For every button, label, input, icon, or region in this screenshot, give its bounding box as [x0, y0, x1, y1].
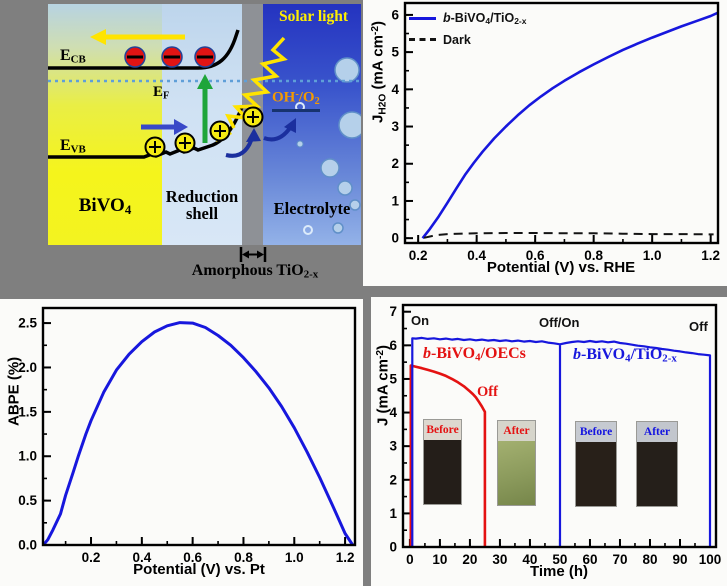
solar-light-label: Solar light [278, 8, 349, 25]
vb-energy-label: EVB [60, 137, 86, 156]
electron-icon [124, 46, 216, 68]
photo-inset-oecs-after: After [497, 420, 536, 506]
svg-text:20: 20 [462, 552, 477, 567]
oh-o2-label: OH-/O2 [272, 89, 320, 112]
electrode-photo [424, 440, 461, 504]
svg-text:1.2: 1.2 [336, 550, 355, 565]
oecs-series-label: b-BiVO4/OECs [423, 345, 526, 364]
electrode-photo [637, 442, 677, 506]
photo-inset-tio2x-before: Before [575, 421, 617, 507]
band-diagram: ECB EF EVB Solar light OH-/O2 BiVO4 Redu… [48, 4, 361, 245]
photo-inset-tio2x-after: After [636, 421, 678, 507]
svg-text:1: 1 [391, 193, 399, 208]
svg-text:0.8: 0.8 [584, 248, 603, 263]
fermi-energy-label: EF [153, 84, 170, 102]
svg-text:5: 5 [389, 371, 397, 386]
abpe-chart-canvas: 0.2 0.4 0.6 0.8 1.0 1.2 0.0 0.5 1.0 1.5 2.0 2.5 [18, 306, 357, 565]
cb-energy-label: ECB [60, 47, 86, 66]
svg-text:1: 1 [389, 506, 397, 521]
electrode-photo [576, 442, 616, 506]
bubbles-icon [295, 57, 361, 235]
svg-text:3: 3 [391, 119, 399, 134]
svg-text:0: 0 [389, 540, 397, 555]
light-offon-annotation: Off/On [539, 315, 580, 330]
legend-item: Dark [409, 29, 527, 50]
light-off-annotation: Off [689, 319, 708, 334]
svg-text:0.2: 0.2 [82, 550, 101, 565]
svg-text:2: 2 [391, 156, 399, 171]
svg-text:0.6: 0.6 [183, 550, 202, 565]
legend-label: Dark [443, 32, 471, 47]
svg-text:0: 0 [406, 552, 414, 567]
svg-text:5: 5 [391, 45, 399, 60]
stability-x-axis-title: Time (h) [529, 563, 589, 580]
abpe-x-axis-title: Potential (V) vs. Pt [133, 561, 265, 578]
oecs-off-annotation: Off [477, 384, 498, 400]
svg-text:40: 40 [522, 552, 537, 567]
svg-text:2.5: 2.5 [18, 316, 37, 331]
electrolyte-label: Electrolyte [273, 199, 351, 218]
svg-text:0.4: 0.4 [132, 550, 151, 565]
svg-text:80: 80 [642, 552, 657, 567]
excitation-arrow-icon [197, 74, 213, 143]
hole-icon [144, 106, 264, 158]
legend-item: b-BiVO4/TiO2-x [409, 8, 527, 29]
chart-panel-stability: 0 10 20 30 40 50 60 70 80 90 100 0 1 2 3 4 5 6 7 On Off/On… [371, 297, 727, 586]
svg-text:2.0: 2.0 [18, 360, 37, 375]
svg-text:2: 2 [389, 472, 397, 487]
svg-text:4: 4 [391, 82, 399, 97]
svg-text:70: 70 [612, 552, 627, 567]
svg-text:0.4: 0.4 [467, 248, 486, 263]
tio2x-thickness-marker-icon [239, 247, 267, 262]
svg-text:1.0: 1.0 [18, 449, 37, 464]
bivo4-label: BiVO4 [78, 195, 132, 218]
inset-label: Before [424, 420, 461, 440]
svg-text:1.0: 1.0 [643, 248, 662, 263]
svg-text:7: 7 [389, 304, 397, 319]
svg-text:0.8: 0.8 [234, 550, 253, 565]
legend-solid-line-icon [409, 17, 436, 20]
hole-transfer-arrow-icon [225, 118, 296, 158]
svg-text:4: 4 [389, 405, 397, 420]
electron-flow-arrow-icon [90, 29, 185, 45]
svg-text:100: 100 [699, 552, 722, 567]
amorphous-tio2x-label: Amorphous TiO2-x [191, 262, 319, 281]
svg-text:60: 60 [582, 552, 597, 567]
legend-label: b-BiVO4/TiO2-x [443, 10, 527, 27]
jv-legend: b-BiVO4/TiO2-x Dark [409, 8, 527, 50]
svg-text:1.5: 1.5 [18, 404, 37, 419]
svg-text:3: 3 [389, 439, 397, 454]
hole-flow-arrow-icon [141, 119, 188, 135]
electrode-photo [498, 441, 535, 505]
svg-text:30: 30 [492, 552, 507, 567]
svg-text:0.2: 0.2 [409, 248, 428, 263]
conduction-band-line [48, 29, 240, 70]
legend-dashed-line-icon [409, 38, 436, 41]
svg-text:0.5: 0.5 [18, 493, 37, 508]
svg-text:1.2: 1.2 [701, 248, 720, 263]
jv-chart-canvas: 0.2 0.4 0.6 0.8 1.0 1.2 0 1 2 3 4 5 6 [391, 1, 720, 263]
light-on-annotation: On [411, 313, 430, 328]
inset-label: After [637, 422, 677, 442]
svg-text:90: 90 [672, 552, 687, 567]
svg-text:10: 10 [432, 552, 447, 567]
svg-text:6: 6 [391, 7, 399, 22]
svg-text:0: 0 [391, 231, 399, 246]
inset-label: After [498, 421, 535, 441]
chart-panel-abpe: 0.2 0.4 0.6 0.8 1.0 1.2 0.0 0.5 1.0 1.5 2.0 2.5 Pot… [0, 299, 363, 586]
reduction-shell-label: Reduction shell [165, 187, 239, 224]
tio2x-series-label: b-BiVO4/TiO2-x [573, 346, 677, 365]
stability-chart-canvas: 0 10 20 30 40 50 60 70 80 90 100 0 1 2 3 4 5 6 7 [389, 303, 722, 567]
inset-label: Before [576, 422, 616, 442]
svg-text:1.0: 1.0 [285, 550, 304, 565]
svg-text:0.0: 0.0 [18, 538, 37, 553]
svg-text:0.6: 0.6 [526, 248, 545, 263]
svg-text:50: 50 [552, 552, 567, 567]
chart-panel-jv: 0.2 0.4 0.6 0.8 1.0 1.2 0 1 2 3 4 5 6 b-BiVO4/TiO2-x… [363, 0, 727, 286]
photo-inset-oecs-before: Before [423, 419, 462, 505]
svg-text:6: 6 [389, 338, 397, 353]
band-diagram-canvas [48, 29, 361, 235]
jv-x-axis-title: Potential (V) vs. RHE [486, 259, 636, 276]
